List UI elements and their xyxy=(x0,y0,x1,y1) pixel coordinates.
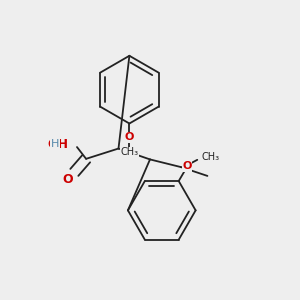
Text: H: H xyxy=(51,139,59,148)
Text: CH₃: CH₃ xyxy=(120,147,139,158)
Text: O: O xyxy=(182,161,192,171)
Text: O: O xyxy=(125,132,134,142)
Text: O: O xyxy=(62,173,73,186)
Text: CH₃: CH₃ xyxy=(202,152,220,162)
Text: OH: OH xyxy=(48,138,69,151)
